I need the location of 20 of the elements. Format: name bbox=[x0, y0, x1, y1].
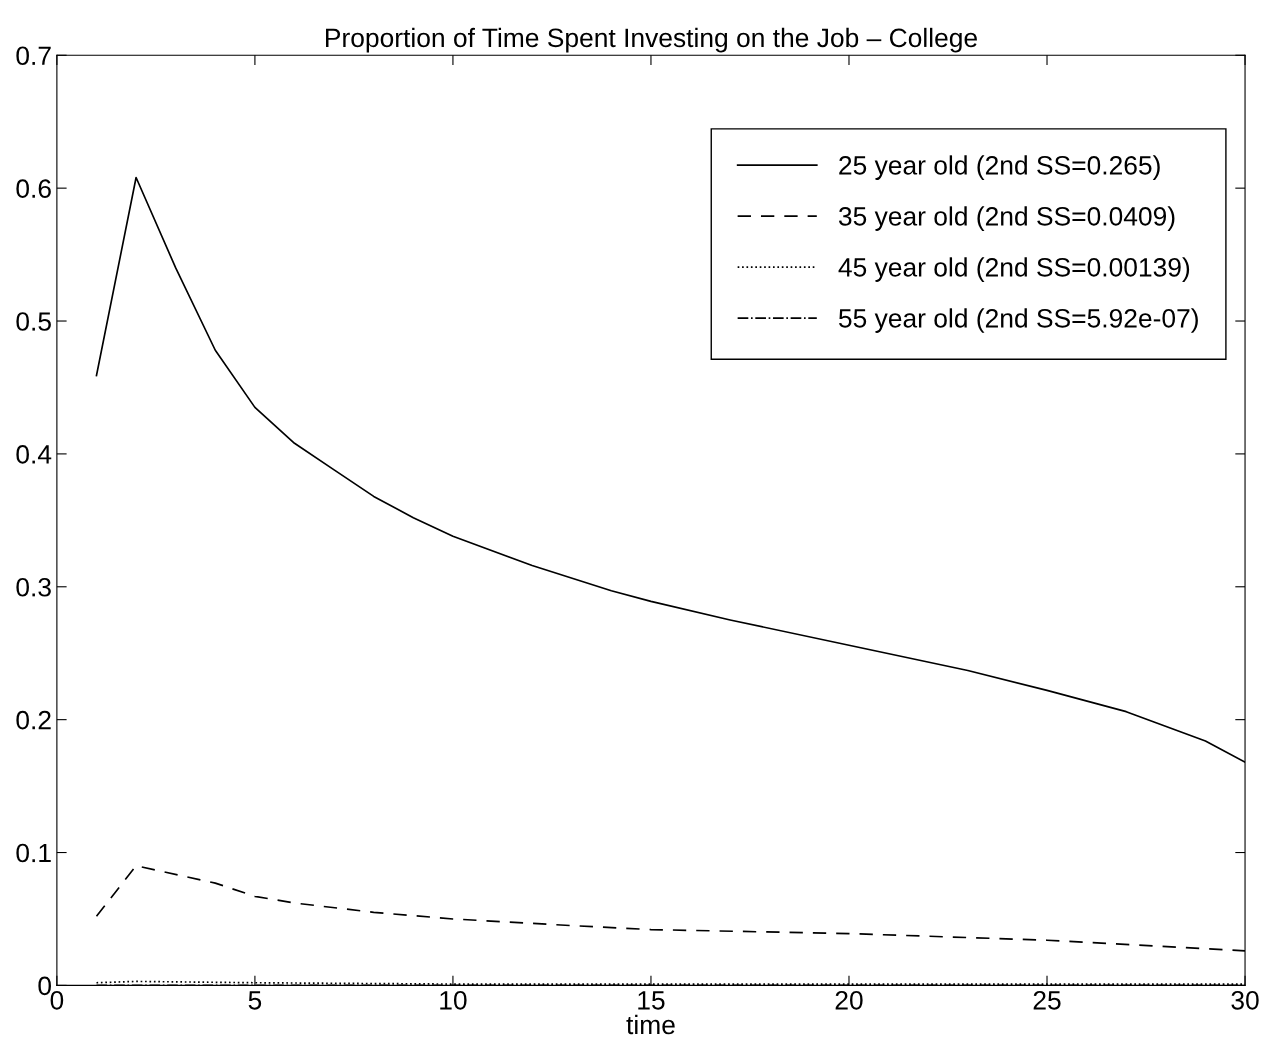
y-tick-label: 0.6 bbox=[16, 179, 51, 198]
legend-label: 25 year old (2nd SS=0.265) bbox=[839, 155, 1160, 180]
y-tick-label: 0.2 bbox=[16, 710, 51, 730]
legend-label: 55 year old (2nd SS=5.92e-07) bbox=[838, 308, 1198, 333]
y-tick-label: 0.5 bbox=[16, 312, 51, 331]
y-tick-label: 0.4 bbox=[16, 445, 52, 464]
y-tick-label: 0.1 bbox=[16, 843, 51, 863]
y-tick-label: 0 bbox=[38, 976, 51, 996]
chart-title: Proportion of Time Spent Investing on the Job – College bbox=[326, 27, 977, 53]
y-tick-label: 0.7 bbox=[16, 46, 51, 66]
x-tick-label: 15 bbox=[638, 991, 665, 1010]
legend-label: 35 year old (2nd SS=0.0409) bbox=[838, 206, 1175, 231]
x-axis-title: time bbox=[626, 1014, 675, 1035]
legend-label: 45 year old (2nd SS=0.00139) bbox=[838, 257, 1190, 282]
x-tick-label: 20 bbox=[835, 990, 863, 1010]
x-tick-label: 30 bbox=[1231, 990, 1259, 1010]
x-tick-label: 10 bbox=[440, 990, 467, 1010]
x-tick-label: 5 bbox=[248, 991, 262, 1010]
x-tick-label: 25 bbox=[1033, 990, 1061, 1010]
y-tick-label: 0.3 bbox=[16, 577, 51, 597]
